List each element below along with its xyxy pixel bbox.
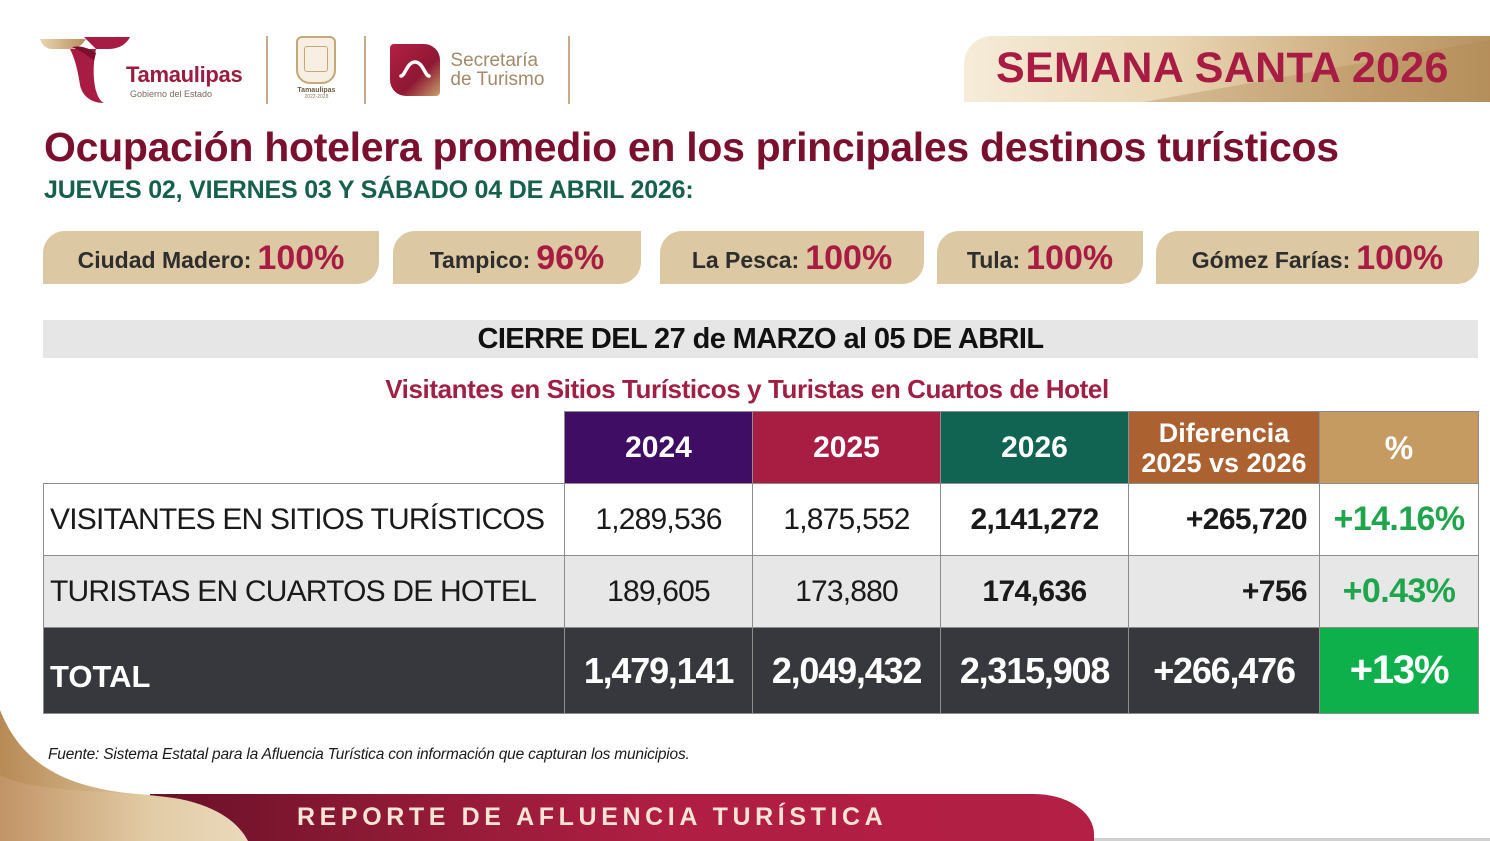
destination-label: Tula: [966,247,1021,273]
header-blank [43,411,565,484]
cell-2024: 189,605 [564,555,753,628]
event-banner [964,36,1490,102]
cell-2025: 1,875,552 [752,483,941,556]
crest-shield-icon [296,36,337,84]
row-label: VISITANTES EN SITIOS TURÍSTICOS [43,483,565,556]
header-2026: 2026 [940,411,1129,484]
header-2024: 2024 [564,411,753,484]
occupancy-pill: Tampico: 96% [393,231,641,284]
table-row: TURISTAS EN CUARTOS DE HOTEL 189,605 173… [43,555,1479,628]
table-caption-text: Visitantes en Sitios Turísticos y Turist… [385,374,1109,404]
occupancy-value: 100% [1026,239,1114,277]
header-difference: Diferencia 2025 vs 2026 [1128,411,1320,484]
total-2025: 2,049,432 [752,627,941,714]
sectur-wordmark: Secretaría de Turismo [450,51,544,89]
sectur-line1: Secretaría [450,50,539,71]
total-label: TOTAL [43,627,565,714]
occupancy-value: 100% [805,239,893,277]
date-subtitle: JUEVES 02, VIERNES 03 Y SÁBADO 04 DE ABR… [44,176,694,204]
total-2024: 1,479,141 [564,627,753,714]
bottom-divider [1094,838,1490,841]
logo-divider [266,36,269,104]
tamaulipas-t-logo-icon [38,35,130,105]
footer-band [150,794,1094,841]
cell-percent: +14.16% [1319,483,1479,556]
tamaulipas-subtitle: Gobierno del Estado [130,88,213,99]
footer-gold-wave-icon [0,775,248,841]
logo-divider [568,36,571,104]
occupancy-value: 100% [1356,239,1444,277]
occupancy-pill: Tula: 100% [937,231,1143,284]
destination-label: La Pesca: [691,247,800,273]
source-note: Fuente: Sistema Estatal para la Afluenci… [48,746,690,763]
table-caption: Visitantes en Sitios Turísticos y Turist… [0,374,1490,405]
period-label: CIERRE DEL 27 de MARZO al 05 DE ABRIL [477,322,1045,355]
destination-label: Gómez Farías: [1191,247,1351,273]
cell-difference: +756 [1128,555,1320,628]
header-2025: 2025 [752,411,941,484]
occupancy-value: 96% [536,239,605,277]
logo-divider [364,36,367,104]
table-header-row: 2024 2025 2026 Diferencia 2025 vs 2026 % [43,411,1479,484]
cell-difference: +265,720 [1128,483,1320,556]
occupancy-list: Ciudad Madero: 100% Tampico: 96% La Pesc… [43,231,1479,284]
occupancy-value: 100% [257,239,345,277]
cell-2026: 174,636 [940,555,1129,628]
sectur-line2: de Turismo [450,69,545,90]
cell-2024: 1,289,536 [564,483,753,556]
destination-label: Tampico: [429,247,531,273]
event-title: SEMANA SANTA 2026 [996,44,1449,92]
total-2026: 2,315,908 [940,627,1129,714]
occupancy-pill: Ciudad Madero: 100% [43,231,379,284]
destination-label: Ciudad Madero: [77,247,252,273]
sectur-logo: Secretaría de Turismo [390,44,544,96]
total-percent: +13% [1319,627,1479,714]
crest-name: Tamaulipas [297,87,336,94]
tamaulipas-wordmark: Tamaulipas Gobierno del Estado [126,61,243,99]
crest-years: 2022-2028 [304,94,329,100]
cell-percent: +0.43% [1319,555,1479,628]
header-difference-line2: 2025 vs 2026 [1141,447,1307,478]
occupancy-pill: La Pesca: 100% [660,231,924,284]
table-row: VISITANTES EN SITIOS TURÍSTICOS 1,289,53… [43,483,1479,556]
page-title: Ocupación hotelera promedio en los princ… [44,124,1339,170]
sectur-wave-icon [390,44,441,96]
row-label: TURISTAS EN CUARTOS DE HOTEL [43,555,565,628]
table-total-row: TOTAL 1,479,141 2,049,432 2,315,908 +266… [43,627,1479,714]
header-logos: Tamaulipas Gobierno del Estado Tamaulipa… [38,34,594,106]
footer-title: REPORTE DE AFLUENCIA TURÍSTICA [297,803,888,831]
cell-2026: 2,141,272 [940,483,1129,556]
total-difference: +266,476 [1128,627,1320,714]
tamaulipas-name: Tamaulipas [126,61,243,87]
occupancy-pill: Gómez Farías: 100% [1156,231,1479,284]
tourism-table: 2024 2025 2026 Diferencia 2025 vs 2026 %… [43,411,1479,714]
cell-2025: 173,880 [752,555,941,628]
header-difference-line1: Diferencia [1158,417,1290,448]
header-percent: % [1319,411,1479,484]
state-crest: Tamaulipas 2022-2028 [292,36,340,104]
period-bar: CIERRE DEL 27 de MARZO al 05 DE ABRIL [43,320,1478,358]
